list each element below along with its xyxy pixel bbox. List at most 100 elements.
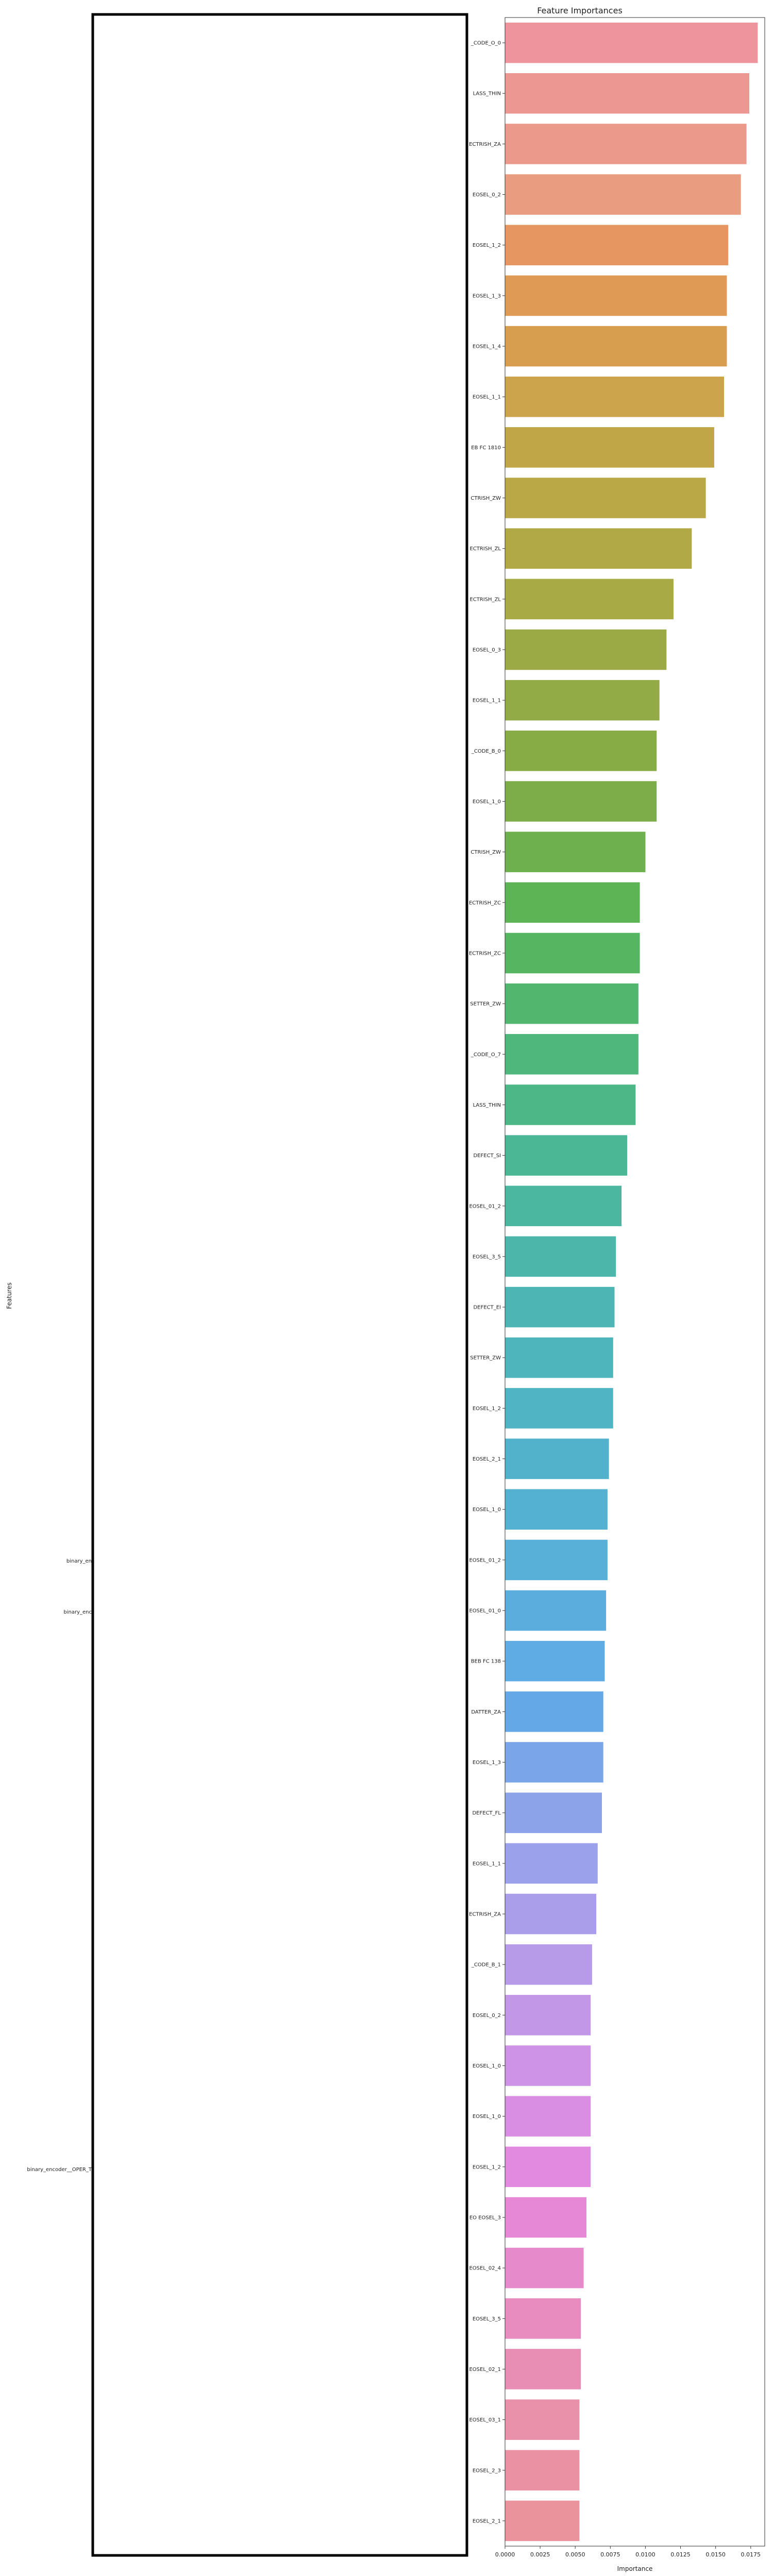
- y-ticks-layer: _CODE_O_0 LASS_THIN ECTRISH_ZA EOSEL_0_2 EOS…: [469, 41, 505, 2524]
- y-tick-label-37: EOSEL_1_1: [473, 1861, 501, 1867]
- left-panel-label-3: binary_encoder__OPER_T: [27, 2167, 92, 2173]
- bar-40: [505, 1995, 591, 2036]
- y-tick-label-13: EOSEL_0_3: [473, 648, 501, 653]
- bar-10: [505, 478, 706, 518]
- bar-38: [505, 1893, 597, 1935]
- bar-3: [505, 124, 747, 164]
- y-tick-label-17: CTRISH_ZW: [470, 850, 501, 855]
- y-tick-label-18: ECTRISH_ZC: [469, 900, 501, 906]
- y-tick-label-15: _CODE_B_0: [471, 749, 501, 754]
- left-subplot-frame: [91, 13, 468, 2557]
- bar-21: [505, 1034, 638, 1075]
- bar-12: [505, 579, 674, 620]
- y-axis-label: Features: [6, 1282, 13, 1309]
- y-tick-label-12: ECTRISH_ZL: [469, 597, 501, 602]
- bar-48: [505, 2399, 580, 2440]
- bar-13: [505, 629, 667, 670]
- y-tick-label-30: EOSEL_1_0: [473, 1507, 501, 1513]
- y-tick-label-29: EOSEL_2_1: [473, 1456, 501, 1462]
- bar-30: [505, 1489, 608, 1530]
- bar-37: [505, 1843, 598, 1884]
- bar-15: [505, 731, 657, 771]
- bar-35: [505, 1742, 603, 1783]
- y-tick-label-19: ECTRISH_ZC: [469, 951, 501, 956]
- x-tick-label-8: 0.0175: [741, 2551, 761, 2558]
- y-tick-label-43: EOSEL_1_2: [473, 2164, 501, 2170]
- y-tick-label-25: EOSEL_3_5: [473, 1254, 501, 1260]
- y-tick-label-49: EOSEL_2_3: [473, 2468, 501, 2473]
- x-axis-label: Importance: [617, 2565, 653, 2572]
- bar-49: [505, 2450, 580, 2491]
- y-tick-label-48: EOSEL_03_1: [469, 2417, 501, 2423]
- bar-5: [505, 225, 729, 265]
- bar-2: [505, 73, 750, 114]
- y-tick-label-9: EB FC 1810: [471, 445, 501, 451]
- bar-22: [505, 1084, 636, 1125]
- y-tick-label-21: _CODE_O_7: [470, 1052, 501, 1058]
- bar-41: [505, 2045, 591, 2086]
- y-tick-label-16: EOSEL_1_0: [473, 799, 501, 805]
- y-tick-label-4: EOSEL_0_2: [473, 192, 501, 198]
- y-tick-label-26: DEFECT_EI: [474, 1305, 501, 1311]
- x-ticks-layer: 0.0000 0.0025 0.0050 0.0075 0.0100 0.0125 0.01…: [495, 2546, 761, 2558]
- y-tick-label-1: _CODE_O_0: [470, 41, 501, 46]
- y-tick-label-36: DEFECT_FL: [472, 1810, 501, 1816]
- bar-17: [505, 832, 646, 872]
- bars-layer: [505, 22, 758, 2541]
- bar-31: [505, 1539, 608, 1581]
- bar-18: [505, 882, 640, 923]
- bar-36: [505, 1792, 602, 1833]
- bar-50: [505, 2500, 580, 2541]
- bar-29: [505, 1438, 609, 1479]
- bar-16: [505, 781, 657, 822]
- y-tick-label-38: ECTRISH_ZA: [469, 1912, 501, 1918]
- chart-title: Feature Importances: [537, 6, 623, 15]
- plot-area-frame: [505, 17, 765, 2547]
- bar-26: [505, 1286, 615, 1328]
- bar-11: [505, 528, 692, 569]
- y-tick-label-42: EOSEL_1_0: [473, 2114, 501, 2120]
- y-tick-label-41: EOSEL_1_0: [473, 2063, 501, 2069]
- bar-44: [505, 2197, 587, 2238]
- bar-25: [505, 1236, 616, 1277]
- bar-4: [505, 174, 741, 215]
- x-tick-label-5: 0.0100: [635, 2551, 656, 2558]
- y-tick-label-20: SETTER_ZW: [470, 1002, 501, 1007]
- bar-1: [505, 22, 758, 63]
- x-tick-label-3: 0.0050: [565, 2551, 585, 2558]
- bar-43: [505, 2146, 591, 2188]
- bar-20: [505, 983, 638, 1024]
- left-panel-label-2: binary_enc: [63, 1609, 92, 1615]
- y-tick-label-34: DATTER_ZA: [471, 1709, 501, 1715]
- y-tick-label-47: EOSEL_02_1: [469, 2367, 501, 2372]
- y-tick-label-31: EOSEL_01_2: [469, 1557, 501, 1563]
- x-tick-label-2: 0.0025: [530, 2551, 550, 2558]
- y-tick-label-32: EOSEL_01_0: [469, 1608, 501, 1614]
- y-tick-label-8: EOSEL_1_1: [473, 395, 501, 400]
- bar-32: [505, 1590, 607, 1631]
- y-tick-label-6: EOSEL_1_3: [473, 293, 501, 299]
- x-tick-label-6: 0.0125: [670, 2551, 691, 2558]
- y-tick-label-40: EOSEL_0_2: [473, 2013, 501, 2019]
- left-panel-label-1: binary_en: [66, 1558, 92, 1564]
- y-tick-label-33: BEB FC 138: [471, 1659, 501, 1665]
- y-tick-label-35: EOSEL_1_3: [473, 1760, 501, 1766]
- y-tick-label-50: EOSEL_2_1: [473, 2518, 501, 2524]
- y-tick-label-24: EOSEL_01_2: [469, 1204, 501, 1209]
- y-tick-label-27: SETTER_ZW: [470, 1355, 501, 1361]
- bar-7: [505, 326, 727, 367]
- bar-19: [505, 933, 640, 974]
- y-tick-label-14: EOSEL_1_1: [473, 698, 501, 704]
- y-tick-label-46: EOSEL_3_5: [473, 2316, 501, 2322]
- bar-42: [505, 2096, 591, 2137]
- bar-33: [505, 1640, 605, 1682]
- y-tick-label-39: _CODE_B_1: [471, 1962, 501, 1968]
- bar-6: [505, 275, 727, 316]
- bar-24: [505, 1185, 622, 1227]
- bar-34: [505, 1691, 603, 1732]
- y-tick-label-11: ECTRISH_ZL: [469, 546, 501, 552]
- y-tick-label-28: EOSEL_1_2: [473, 1406, 501, 1412]
- x-tick-label-1: 0.0000: [495, 2551, 515, 2558]
- y-tick-label-10: CTRISH_ZW: [470, 496, 501, 501]
